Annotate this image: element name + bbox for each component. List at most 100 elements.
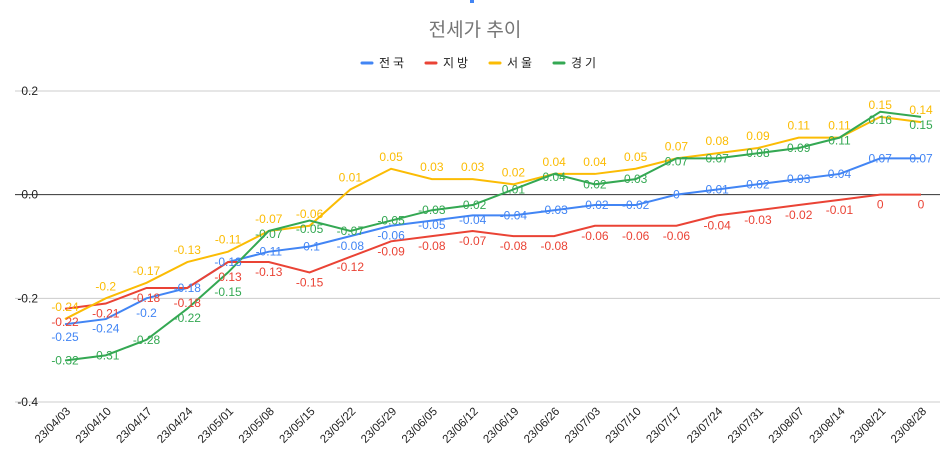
data-label: 0.15 <box>869 98 893 112</box>
data-label: 0.11 <box>787 119 810 133</box>
data-label: 0.07 <box>665 139 689 153</box>
y-tick-label: -0.4 <box>17 395 38 409</box>
grid <box>15 90 940 403</box>
x-tick-label: 23/08/28 <box>889 406 929 446</box>
legend-label: 전국 <box>379 56 407 70</box>
data-label: 0.14 <box>909 103 933 117</box>
x-tick-label: 23/07/31 <box>726 406 766 446</box>
data-label: -0.06 <box>296 207 324 221</box>
data-label: -0.07 <box>459 234 487 248</box>
data-label: 0 <box>673 188 680 202</box>
top-indicator <box>470 0 474 3</box>
y-axis: 0.2 0.0 -0.2 -0.4 <box>17 84 38 409</box>
data-label: -0.15 <box>296 275 324 289</box>
data-label: 0.01 <box>339 170 363 184</box>
data-label: 0.07 <box>665 154 689 168</box>
x-tick-label: 23/04/03 <box>33 406 73 446</box>
data-label: -0.1 <box>299 240 320 254</box>
data-label: -0.24 <box>51 300 79 314</box>
data-label: -0.25 <box>51 330 79 344</box>
x-tick-label: 23/04/24 <box>155 405 196 446</box>
data-label: 0 <box>877 198 884 212</box>
x-tick-label: 23/05/22 <box>318 406 358 446</box>
data-label: -0.02 <box>785 208 813 222</box>
data-label: 0.09 <box>787 141 811 155</box>
data-label: -0.05 <box>377 214 405 228</box>
data-label: 0.11 <box>828 119 851 133</box>
data-label: -0.22 <box>51 315 79 329</box>
data-label: -0.2 <box>136 306 157 320</box>
x-tick-label: 23/06/26 <box>522 406 562 446</box>
data-label: 0.01 <box>706 182 730 196</box>
x-tick-label: 23/04/17 <box>115 406 155 446</box>
y-tick-label: -0.2 <box>17 291 38 305</box>
x-tick-label: 23/06/12 <box>441 406 481 446</box>
data-label: 0.03 <box>787 172 811 186</box>
data-label: 0.07 <box>909 151 933 165</box>
data-label: -0.03 <box>744 213 772 227</box>
data-label: -0.05 <box>418 218 446 232</box>
data-label: -0.01 <box>826 203 854 217</box>
data-label: -0.15 <box>214 285 242 299</box>
data-label: -0.28 <box>133 333 161 347</box>
data-label: -0.22 <box>174 311 202 325</box>
legend-item-3[interactable]: 경기 <box>552 56 599 70</box>
data-label: -0.07 <box>255 227 283 241</box>
data-label: -0.08 <box>418 239 446 253</box>
data-label: -0.13 <box>214 255 242 269</box>
data-label: -0.12 <box>337 260 365 274</box>
x-tick-label: 23/04/10 <box>74 406 114 446</box>
legend-item-1[interactable]: 지방 <box>424 56 471 70</box>
x-tick-label: 23/05/01 <box>196 406 236 446</box>
data-label: 0.03 <box>461 160 485 174</box>
data-label: -0.08 <box>337 239 365 253</box>
x-tick-label: 23/05/29 <box>359 406 399 446</box>
x-tick-label: 23/06/05 <box>400 406 440 446</box>
x-axis: 23/04/03 23/04/10 23/04/17 23/04/24 23/05/01… <box>33 405 929 446</box>
x-tick-label: 23/07/17 <box>644 406 684 446</box>
chart-title: 전세가 추이 <box>429 19 522 41</box>
data-label: 0.05 <box>379 150 403 164</box>
data-label: 0.07 <box>869 151 893 165</box>
legend: 전국 지방 서울 경기 <box>360 56 599 70</box>
data-label: -0.08 <box>500 239 528 253</box>
legend-item-0[interactable]: 전국 <box>360 56 407 70</box>
data-label: 0 <box>918 198 925 212</box>
x-tick-label: 23/08/07 <box>767 406 807 446</box>
legend-label: 서울 <box>507 56 535 70</box>
data-label: 0.15 <box>909 118 933 132</box>
data-labels: -0.24-0.22-0.25-0.32-0.2-0.21-0.24-0.31-… <box>51 98 933 368</box>
data-label: 0.08 <box>746 146 770 160</box>
data-label: 0.04 <box>583 155 607 169</box>
data-label: -0.04 <box>704 218 732 232</box>
data-label: -0.18 <box>133 291 161 305</box>
x-tick-label: 23/08/14 <box>807 405 848 446</box>
data-label: 0.01 <box>502 182 526 196</box>
data-label: 0.02 <box>746 177 770 191</box>
data-label: -0.06 <box>622 229 650 243</box>
legend-item-2[interactable]: 서울 <box>488 56 535 70</box>
data-label: -0.05 <box>296 222 324 236</box>
data-label: 0.02 <box>583 177 607 191</box>
series-line-3 <box>64 110 922 362</box>
data-label: 0.03 <box>624 172 648 186</box>
data-label: 0.02 <box>502 165 526 179</box>
legend-label: 지방 <box>443 56 471 70</box>
series-line-1 <box>64 193 921 310</box>
data-label: 0.03 <box>420 160 444 174</box>
data-label: 0.04 <box>542 155 566 169</box>
data-label: 0.07 <box>706 151 730 165</box>
x-tick-label: 23/05/15 <box>278 406 318 446</box>
x-tick-label: 23/06/19 <box>481 406 521 446</box>
data-label: -0.11 <box>256 245 283 259</box>
data-label: 0.16 <box>869 113 893 127</box>
data-label: 0.04 <box>542 170 566 184</box>
data-label: 0.11 <box>828 134 851 148</box>
x-tick-label: 23/07/10 <box>604 406 644 446</box>
data-label: -0.31 <box>92 348 120 362</box>
data-label: -0.06 <box>377 229 405 243</box>
series-lines <box>64 110 922 362</box>
x-tick-label: 23/05/08 <box>237 406 277 446</box>
data-label: 0.05 <box>624 150 648 164</box>
